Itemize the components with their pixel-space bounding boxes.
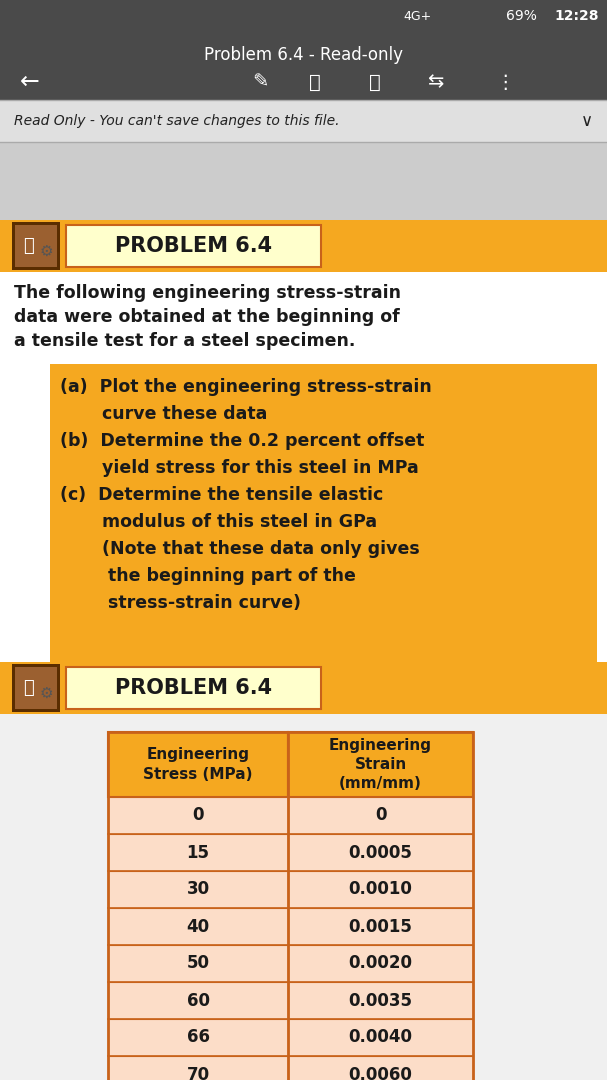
Text: Problem 6.4 - Read-only: Problem 6.4 - Read-only <box>204 46 403 64</box>
Text: 0.0020: 0.0020 <box>348 955 413 972</box>
Text: 0.0015: 0.0015 <box>348 918 412 935</box>
Bar <box>288 945 473 982</box>
Text: modulus of this steel in GPa: modulus of this steel in GPa <box>60 513 377 531</box>
Text: 👤: 👤 <box>24 237 34 255</box>
Text: 👤: 👤 <box>24 679 34 697</box>
Text: 70: 70 <box>186 1066 209 1080</box>
Text: ⤢: ⤢ <box>369 72 381 92</box>
Bar <box>0 662 607 714</box>
Bar <box>108 870 288 908</box>
Bar <box>108 834 288 870</box>
Bar <box>288 870 473 908</box>
Bar <box>0 141 607 220</box>
Text: ✎: ✎ <box>252 72 268 92</box>
Text: Engineering
Strain
(mm/mm): Engineering Strain (mm/mm) <box>329 738 432 792</box>
Text: 12:28: 12:28 <box>555 9 599 23</box>
Bar <box>15 225 57 267</box>
Text: Engineering
Stress (MPa): Engineering Stress (MPa) <box>143 747 253 782</box>
Bar <box>108 908 288 945</box>
Text: stress-strain curve): stress-strain curve) <box>60 594 301 612</box>
Bar <box>15 667 57 708</box>
Bar <box>0 100 607 141</box>
Bar <box>108 1020 288 1056</box>
Text: (a)  Plot the engineering stress-strain: (a) Plot the engineering stress-strain <box>60 378 432 396</box>
Bar <box>108 945 288 982</box>
Text: a tensile test for a steel specimen.: a tensile test for a steel specimen. <box>14 332 355 350</box>
Text: (c)  Determine the tensile elastic: (c) Determine the tensile elastic <box>60 486 383 504</box>
Bar <box>108 732 473 1080</box>
Text: yield stress for this steel in MPa: yield stress for this steel in MPa <box>60 459 419 477</box>
Text: 0.0005: 0.0005 <box>348 843 412 862</box>
Text: 0.0040: 0.0040 <box>348 1028 413 1047</box>
Bar <box>108 1056 288 1080</box>
Text: ⚙: ⚙ <box>39 243 53 258</box>
Text: data were obtained at the beginning of: data were obtained at the beginning of <box>14 308 400 326</box>
Text: ⋮: ⋮ <box>495 72 515 92</box>
Bar <box>288 834 473 870</box>
Text: 60: 60 <box>186 991 209 1010</box>
Bar <box>108 797 288 834</box>
Text: the beginning part of the: the beginning part of the <box>60 567 356 585</box>
Text: PROBLEM 6.4: PROBLEM 6.4 <box>115 678 272 698</box>
Text: 0.0010: 0.0010 <box>348 880 412 899</box>
Text: PROBLEM 6.4: PROBLEM 6.4 <box>115 237 272 256</box>
Bar <box>288 1020 473 1056</box>
Bar <box>0 220 607 272</box>
Bar <box>0 0 607 100</box>
Text: ←: ← <box>20 70 39 94</box>
Bar <box>108 732 288 797</box>
Text: The following engineering stress-strain: The following engineering stress-strain <box>14 284 401 302</box>
Text: 40: 40 <box>186 918 209 935</box>
Text: 69%: 69% <box>506 9 537 23</box>
Bar <box>288 982 473 1020</box>
Bar <box>12 222 60 270</box>
Text: 0.0035: 0.0035 <box>348 991 413 1010</box>
Text: curve these data: curve these data <box>60 405 267 423</box>
Bar <box>66 667 321 708</box>
Text: 50: 50 <box>186 955 209 972</box>
Bar <box>288 1056 473 1080</box>
Bar <box>288 797 473 834</box>
Text: ⚙: ⚙ <box>39 686 53 700</box>
Text: 0: 0 <box>192 807 204 824</box>
Bar <box>288 732 473 797</box>
Bar <box>0 272 607 662</box>
Text: 0: 0 <box>375 807 386 824</box>
Text: ∨: ∨ <box>581 112 593 130</box>
Bar <box>0 714 607 1080</box>
Text: 4G+: 4G+ <box>404 10 432 23</box>
Text: 30: 30 <box>186 880 209 899</box>
Bar <box>12 664 60 712</box>
Text: ⌕: ⌕ <box>309 72 321 92</box>
Text: ⇆: ⇆ <box>427 72 443 92</box>
Text: 15: 15 <box>186 843 209 862</box>
Text: (b)  Determine the 0.2 percent offset: (b) Determine the 0.2 percent offset <box>60 432 424 450</box>
Text: (Note that these data only gives: (Note that these data only gives <box>60 540 420 558</box>
Bar <box>0 714 607 1080</box>
Text: 66: 66 <box>186 1028 209 1047</box>
Bar <box>108 982 288 1020</box>
Text: Read Only - You can't save changes to this file.: Read Only - You can't save changes to th… <box>14 114 339 129</box>
Text: 0.0060: 0.0060 <box>348 1066 412 1080</box>
Bar <box>66 225 321 267</box>
Bar <box>50 364 597 662</box>
Bar <box>288 908 473 945</box>
